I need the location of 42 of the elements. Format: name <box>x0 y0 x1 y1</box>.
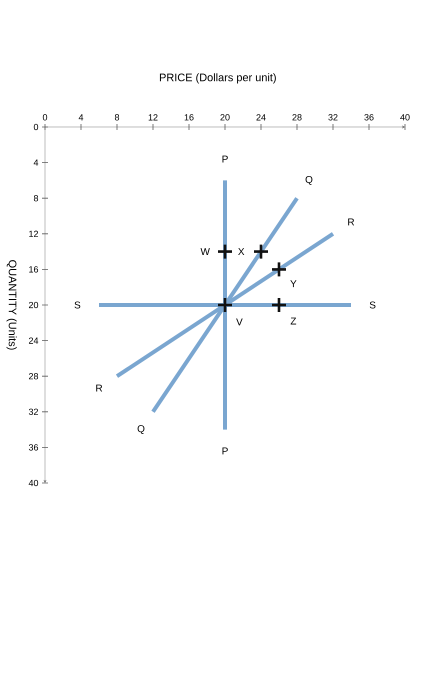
text: P <box>222 156 228 162</box>
text: S <box>74 301 80 309</box>
x-tick-label: 32 <box>328 114 338 120</box>
x-tick-label: 24 <box>256 114 266 120</box>
text: Q <box>138 425 144 434</box>
x-tick-label: 16 <box>184 114 194 120</box>
annotation: Z <box>290 318 296 324</box>
x-tick-label: 40 <box>400 114 410 120</box>
x-tick-label: 28 <box>292 114 302 120</box>
y-tick-label: 0 <box>34 124 38 130</box>
x-axis-title: PRICE (Dollars per unit) <box>160 73 276 84</box>
x-tick-label: 36 <box>364 114 374 120</box>
y-tick-label: 16 <box>29 266 38 273</box>
y-tick-label: 28 <box>28 373 38 380</box>
y-tick-label: 20 <box>28 302 38 308</box>
point <box>270 261 288 278</box>
y-tick-label: 12 <box>29 230 38 237</box>
series-label: Q <box>306 176 312 185</box>
text: R <box>348 218 354 226</box>
y-tick-label: 8 <box>34 195 38 202</box>
series-label: R <box>96 384 102 392</box>
y-tick-label: 24 <box>28 337 38 344</box>
y-tick-label: 36 <box>28 444 38 451</box>
y-axis-title: QUANTITY (Units) <box>6 260 17 350</box>
y-tick-label: 32 <box>28 408 38 415</box>
point <box>216 243 234 260</box>
x-tick-label: 12 <box>148 114 158 120</box>
annotation: X <box>238 248 244 256</box>
x-tick-label: 0 <box>42 114 48 120</box>
x-tick-label: 20 <box>220 114 230 120</box>
series-label: P <box>222 448 228 454</box>
y-tick-label: 4 <box>34 160 38 166</box>
annotation: W <box>200 248 210 256</box>
series-label: S <box>370 301 376 309</box>
point <box>252 243 270 260</box>
point <box>270 296 288 314</box>
y-tick-label: 40 <box>28 480 38 486</box>
annotation: Y <box>290 280 297 288</box>
point <box>216 296 234 314</box>
annotation: V <box>236 318 243 326</box>
x-tick-label: 8 <box>114 114 120 120</box>
x-tick-label: 4 <box>78 114 84 120</box>
